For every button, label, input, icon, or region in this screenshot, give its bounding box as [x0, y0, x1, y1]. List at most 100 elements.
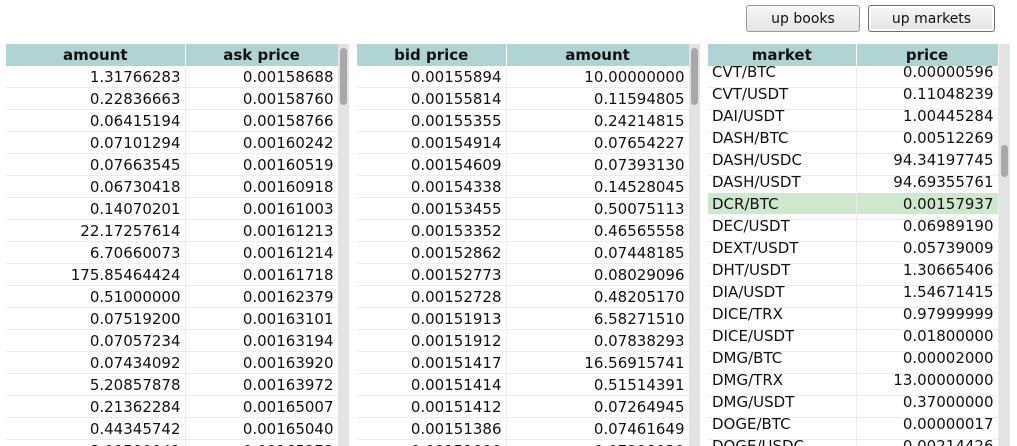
table-row[interactable]: DIA/USDT 1.54671415 [708, 280, 999, 303]
table-row[interactable]: 0.00154914 0.07654227 [357, 131, 690, 154]
table-row[interactable]: 0.00151414 0.51514391 [357, 373, 690, 396]
table-row[interactable]: CVT/BTC 0.00000596 [708, 61, 999, 83]
column-header-market[interactable]: market [708, 44, 857, 66]
table-row[interactable]: DAI/USDT 1.00445284 [708, 104, 999, 127]
table-row[interactable]: DMG/BTC 0.00002000 [708, 346, 999, 369]
scrollbar-thumb[interactable] [691, 48, 698, 105]
table-row[interactable]: DICE/TRX 0.97999999 [708, 302, 999, 325]
column-header-price[interactable]: price [856, 44, 999, 66]
ask-price-cell: 0.00165007 [185, 395, 339, 418]
table-row[interactable]: 0.00151913 6.58271510 [357, 307, 690, 330]
table-row[interactable]: 0.00152773 0.08029096 [357, 263, 690, 286]
table-row[interactable]: DEXT/USDT 0.05739009 [708, 236, 999, 259]
table-row[interactable]: 5.20857878 0.00163972 [6, 373, 339, 396]
markets-scrollbar[interactable] [999, 44, 1010, 446]
table-row[interactable]: DMG/USDT 0.37000000 [708, 390, 999, 413]
amount-cell: 6.58271510 [506, 307, 690, 330]
table-row[interactable]: 1.31766283 0.00158688 [6, 66, 339, 88]
table-row[interactable]: 0.21362284 0.00165007 [6, 395, 339, 418]
table-row[interactable]: DASH/BTC 0.00512269 [708, 126, 999, 149]
bid-price-cell: 0.00151417 [357, 351, 507, 374]
price-cell: 1.30665406 [856, 258, 999, 281]
amount-cell: 0.06415194 [6, 109, 186, 132]
column-header-ask-price[interactable]: ask price [185, 44, 339, 66]
table-row[interactable]: 0.00155355 0.24214815 [357, 109, 690, 132]
amount-cell: 0.11594805 [506, 87, 690, 110]
market-cell: DCR/BTC [708, 192, 857, 215]
table-row[interactable]: 0.07663545 0.00160519 [6, 153, 339, 176]
ask-price-cell: 0.00160242 [185, 131, 339, 154]
table-row[interactable]: 0.07519200 0.00163101 [6, 307, 339, 330]
table-row[interactable]: 22.17257614 0.00161213 [6, 219, 339, 242]
table-row[interactable]: 0.51000000 0.00162379 [6, 285, 339, 308]
price-cell: 0.97999999 [856, 302, 999, 325]
column-header-amount[interactable]: amount [6, 44, 186, 66]
bid-price-cell: 0.00151414 [357, 373, 507, 396]
table-row[interactable]: DHT/USDT 1.30665406 [708, 258, 999, 281]
table-row[interactable]: 0.07057234 0.00163194 [6, 329, 339, 352]
market-cell: DICE/TRX [708, 302, 857, 325]
table-row[interactable]: 0.00151417 16.56915741 [357, 351, 690, 374]
amount-cell: 175.85464424 [6, 263, 186, 286]
table-row[interactable]: DEC/USDT 0.06989190 [708, 214, 999, 237]
table-row[interactable]: 175.85464424 0.00161718 [6, 263, 339, 286]
table-row[interactable]: 0.00152728 0.48205170 [357, 285, 690, 308]
table-row[interactable]: 0.22836663 0.00158760 [6, 87, 339, 110]
table-row[interactable]: 0.00154338 0.14528045 [357, 175, 690, 198]
market-cell: DEXT/USDT [708, 236, 857, 259]
price-cell: 1.54671415 [856, 280, 999, 303]
table-row[interactable]: 0.00151386 0.07461649 [357, 417, 690, 440]
table-row[interactable]: 0.06415194 0.00158766 [6, 109, 339, 132]
table-row[interactable]: 0.07101294 0.00160242 [6, 131, 339, 154]
table-row[interactable]: DMG/TRX 13.00000000 [708, 368, 999, 391]
amount-cell: 8.00500041 [6, 439, 186, 446]
market-cell: DICE/USDT [708, 324, 857, 347]
asks-scrollbar[interactable] [338, 44, 349, 446]
table-row[interactable]: DASH/USDT 94.69355761 [708, 170, 999, 193]
bid-price-cell: 0.00152773 [357, 263, 507, 286]
table-row[interactable]: DOGE/BTC 0.00000017 [708, 412, 999, 435]
table-row[interactable]: 0.06730418 0.00160918 [6, 175, 339, 198]
bid-price-cell: 0.00152728 [357, 285, 507, 308]
table-row[interactable]: 0.00154609 0.07393130 [357, 153, 690, 176]
bid-price-cell: 0.00154609 [357, 153, 507, 176]
amount-cell: 0.07101294 [6, 131, 186, 154]
up-markets-button[interactable]: up markets [868, 5, 995, 32]
table-row[interactable]: DICE/USDT 0.01800000 [708, 324, 999, 347]
up-books-button[interactable]: up books [746, 5, 860, 32]
column-header-bid-price[interactable]: bid price [357, 44, 507, 66]
amount-cell: 0.51514391 [506, 373, 690, 396]
table-row[interactable]: DASH/USDC 94.34197745 [708, 148, 999, 171]
table-row[interactable]: 0.00155814 0.11594805 [357, 87, 690, 110]
amount-cell: 1.31766283 [6, 66, 186, 88]
market-cell: DOGE/BTC [708, 412, 857, 435]
table-row[interactable]: 0.44345742 0.00165040 [6, 417, 339, 440]
table-row[interactable]: 0.00152862 0.07448185 [357, 241, 690, 264]
ask-price-cell: 0.00158766 [185, 109, 339, 132]
scrollbar-thumb[interactable] [340, 48, 347, 105]
bid-price-cell: 0.00151386 [357, 417, 507, 440]
column-header-amount[interactable]: amount [506, 44, 690, 66]
table-row[interactable]: 6.70660073 0.00161214 [6, 241, 339, 264]
bid-price-cell: 0.00153352 [357, 219, 507, 242]
table-row[interactable]: DCR/BTC 0.00157937 [708, 192, 999, 215]
ask-price-cell: 0.00161213 [185, 219, 339, 242]
bid-price-cell: 0.00154338 [357, 175, 507, 198]
table-row[interactable]: 0.07434092 0.00163920 [6, 351, 339, 374]
market-cell: CVT/USDT [708, 82, 857, 105]
table-row[interactable]: 0.14070201 0.00161003 [6, 197, 339, 220]
ask-price-cell: 0.00163972 [185, 373, 339, 396]
table-row[interactable]: 0.00153352 0.46565558 [357, 219, 690, 242]
table-row[interactable]: 0.00151412 0.07264945 [357, 395, 690, 418]
table-row[interactable]: 0.001510000.07298030 [357, 439, 690, 446]
table-row[interactable]: DOGE/USDC 0.00214426 [708, 434, 999, 446]
table-row[interactable]: 0.00151912 0.07838293 [357, 329, 690, 352]
price-cell: 0.01800000 [856, 324, 999, 347]
table-row[interactable]: CVT/USDT 0.11048239 [708, 82, 999, 105]
scrollbar-thumb[interactable] [1001, 145, 1008, 177]
market-cell: DMG/BTC [708, 346, 857, 369]
bids-scrollbar[interactable] [689, 44, 700, 446]
table-row[interactable]: 8.005000410.00165272 [6, 439, 339, 446]
table-row[interactable]: 0.00153455 0.50075113 [357, 197, 690, 220]
table-row[interactable]: 0.00155894 10.00000000 [357, 66, 690, 88]
